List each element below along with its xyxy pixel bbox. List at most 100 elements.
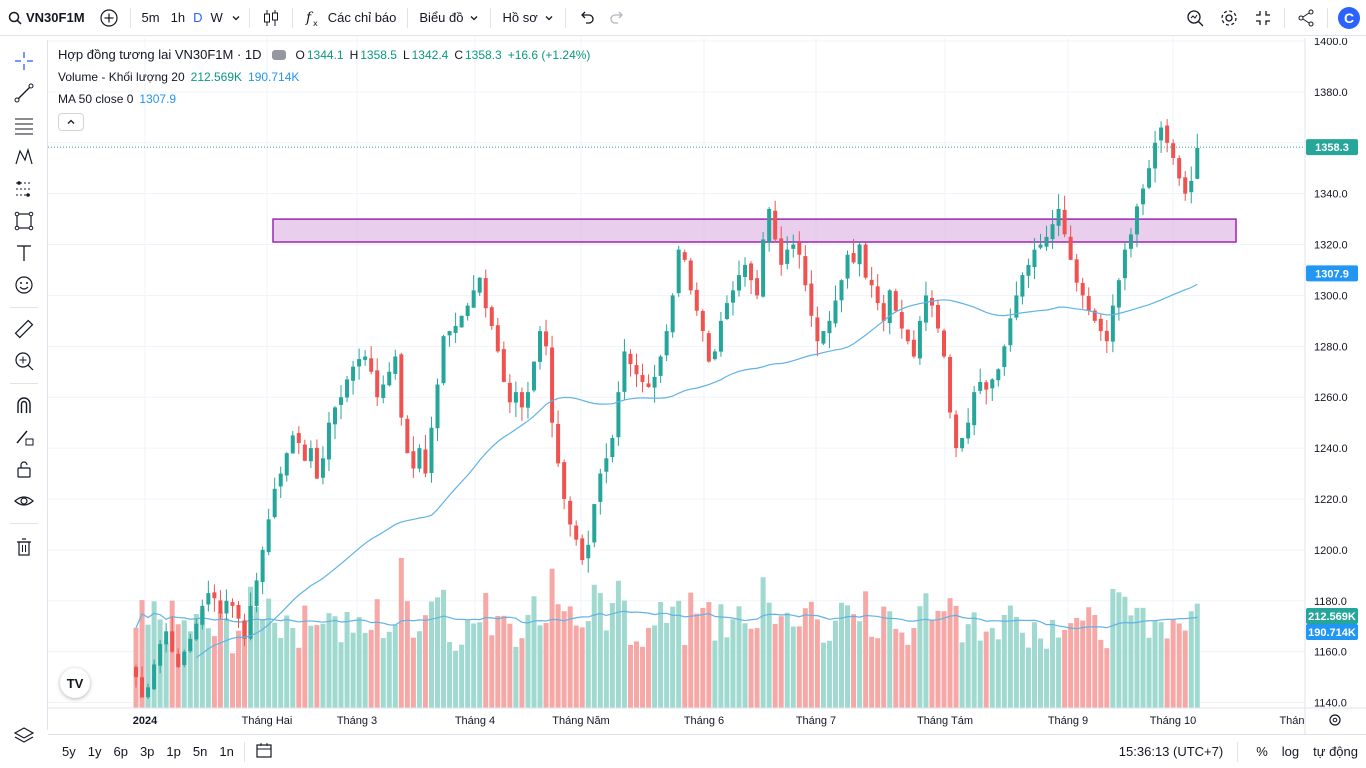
volume-bar [1182, 630, 1188, 708]
candle-body [459, 315, 464, 328]
candle-body [417, 448, 422, 469]
interval-5m[interactable]: 5m [141, 10, 160, 25]
candle-body [923, 295, 928, 323]
magnet-tool[interactable] [8, 390, 40, 420]
range-1d[interactable]: 1n [219, 744, 234, 759]
volume-tag-2-bg [1306, 624, 1358, 640]
volume-legend-label[interactable]: Volume - Khối lượng 20 [58, 70, 185, 84]
volume-bar [839, 602, 845, 708]
volume-bar [217, 611, 223, 708]
range-6m[interactable]: 6p [113, 744, 128, 759]
volume-bar [447, 642, 453, 708]
volume-bar [995, 639, 1001, 708]
candle-body [1062, 209, 1067, 235]
volume-ma-line [135, 610, 1198, 630]
emoji-tool[interactable] [8, 270, 40, 300]
price-chart[interactable]: 1140.0 1160.0 1180.0 1200.0 1220.0 1240.0 1260… [48, 38, 1366, 734]
clock-time[interactable]: 15:36:13 (UTC+7) [1118, 744, 1224, 759]
candle-body [996, 369, 1001, 381]
ma-price-tag: 1307.9 [1315, 268, 1349, 280]
range-5d[interactable]: 5n [192, 744, 208, 759]
zoom-tool[interactable] [8, 346, 40, 376]
chart-style-button[interactable] [254, 0, 288, 36]
settings-button[interactable] [1212, 0, 1246, 36]
volume-bar [591, 584, 597, 708]
text-tool[interactable] [8, 238, 40, 268]
fib-tool[interactable] [8, 110, 40, 140]
interval-w[interactable]: W [210, 10, 223, 25]
layers-icon [13, 727, 35, 743]
volume-bar [163, 642, 169, 708]
share-button[interactable] [1289, 0, 1323, 36]
volume-bar [1031, 622, 1037, 708]
auto-scale-toggle[interactable]: tự động [1313, 744, 1358, 759]
symbol-search[interactable]: VN30F1M [0, 0, 92, 36]
object-tree-button[interactable] [10, 722, 38, 750]
remove-drawings-tool[interactable] [8, 532, 40, 562]
volume-bar [187, 631, 193, 708]
ma-legend-label[interactable]: MA 50 close 0 [58, 92, 134, 106]
interval-d[interactable]: D [193, 10, 203, 25]
log-toggle[interactable]: log [1281, 744, 1300, 759]
profile-dropdown[interactable]: Hồ sơ [495, 0, 560, 36]
candle-body [821, 331, 826, 344]
candle-body [176, 653, 181, 667]
crosshair-tool[interactable] [8, 46, 40, 76]
collapse-legend-button[interactable] [58, 113, 84, 131]
lock-tool[interactable] [8, 454, 40, 484]
goto-date-button[interactable] [249, 741, 279, 762]
volume-bar [790, 626, 796, 708]
candle-body [785, 249, 790, 264]
volume-bar [139, 600, 145, 708]
open-key: O [295, 48, 305, 62]
candle-body [260, 549, 265, 583]
candle-body [863, 244, 868, 278]
pattern-tool[interactable] [8, 142, 40, 172]
volume-bar [585, 621, 591, 708]
candle-body [308, 448, 313, 462]
volume-bar [863, 591, 869, 708]
volume-bar [543, 622, 549, 708]
candle-body [531, 361, 536, 391]
brand-logo-icon[interactable]: C [1338, 7, 1360, 29]
visibility-tool[interactable] [8, 486, 40, 516]
chart-type-dropdown[interactable]: Biểu đồ [412, 0, 486, 36]
candle-body [501, 349, 506, 382]
shape-tool[interactable] [8, 206, 40, 236]
candle-body [712, 351, 717, 360]
undo-button[interactable] [570, 0, 602, 36]
trend-line-tool[interactable] [8, 78, 40, 108]
last-price-tag-bg [1306, 139, 1358, 156]
candle-body [519, 392, 524, 408]
range-5y[interactable]: 5y [62, 744, 76, 759]
tradingview-logo-icon[interactable]: TV [60, 668, 90, 698]
volume-bar [784, 612, 790, 708]
range-3m[interactable]: 3p [139, 744, 155, 759]
legend-title[interactable]: Hợp đồng tương lai VN30F1M · 1D [58, 47, 262, 62]
volume-bar [223, 618, 229, 708]
volume-bar [1140, 607, 1146, 708]
volume-bar [260, 619, 266, 708]
redo-button[interactable] [602, 0, 634, 36]
compare-button[interactable] [92, 0, 126, 36]
fullscreen-button[interactable] [1246, 0, 1280, 36]
quick-search-button[interactable] [1178, 0, 1212, 36]
volume-bar [1044, 648, 1050, 708]
volume-bar [435, 597, 440, 708]
candle-body [1044, 236, 1049, 247]
stay-drawing-tool[interactable] [8, 422, 40, 452]
volume-bar [290, 628, 296, 708]
price-tick-label: 1320.0 [1314, 240, 1348, 252]
projection-tool[interactable] [8, 174, 40, 204]
interval-1h[interactable]: 1h [170, 10, 186, 25]
range-1y[interactable]: 1y [87, 744, 102, 759]
interval-dropdown[interactable] [227, 0, 245, 36]
volume-bar [501, 615, 507, 708]
percent-toggle[interactable]: % [1256, 744, 1268, 759]
measure-tool[interactable] [8, 314, 40, 344]
volume-bar [893, 628, 899, 708]
range-1m[interactable]: 1p [166, 744, 181, 759]
candle-body [194, 623, 199, 640]
candle-body [489, 307, 494, 326]
